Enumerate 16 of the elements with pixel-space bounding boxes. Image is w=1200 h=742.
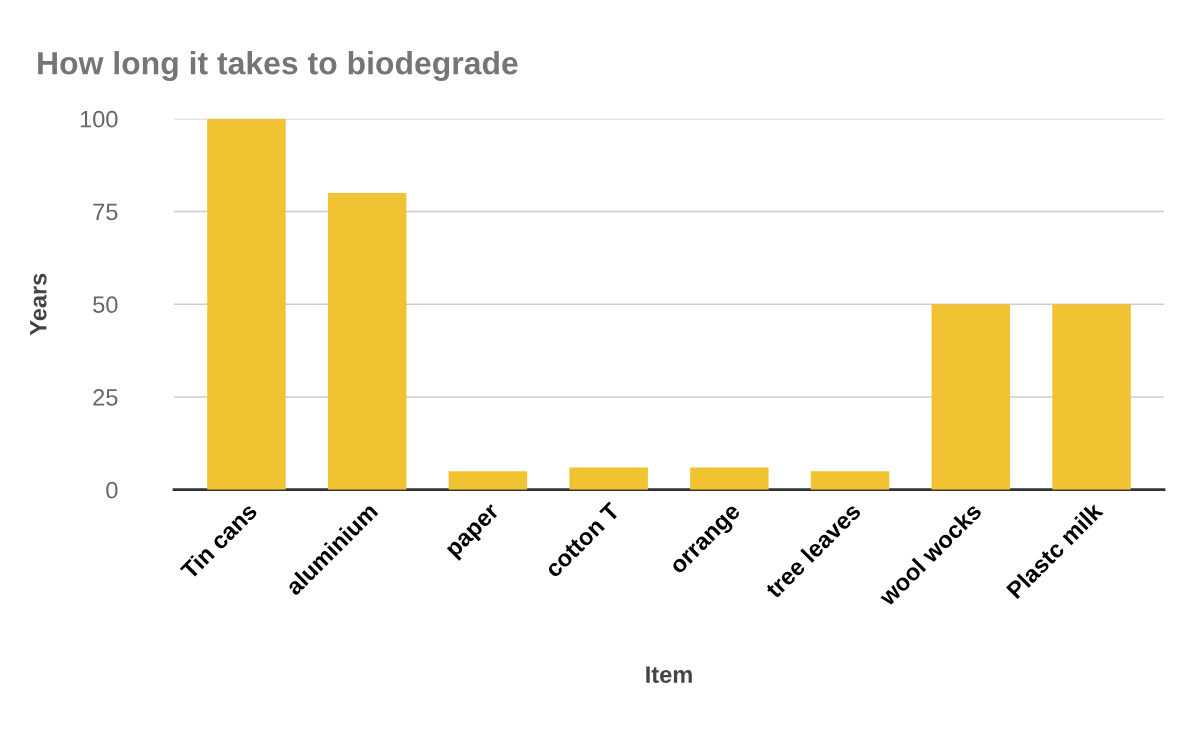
bar: [569, 467, 648, 490]
y-tick-label: 50: [93, 296, 118, 314]
y-tick-label: 25: [93, 389, 118, 406]
y-tick-label: 75: [93, 203, 118, 221]
x-axis-title: Item: [646, 666, 692, 683]
bar: [448, 471, 528, 490]
y-tick-label: 0: [106, 481, 118, 499]
bar: [931, 304, 1011, 490]
y-axis-title: Years: [30, 273, 47, 336]
bar: [207, 118, 286, 490]
bar: [690, 467, 769, 490]
y-tick-label: 100: [80, 110, 118, 128]
bar: [1052, 304, 1131, 490]
bar: [810, 471, 890, 490]
chart-title: How long it takes to biodegrade: [38, 51, 518, 81]
bar: [327, 192, 407, 490]
